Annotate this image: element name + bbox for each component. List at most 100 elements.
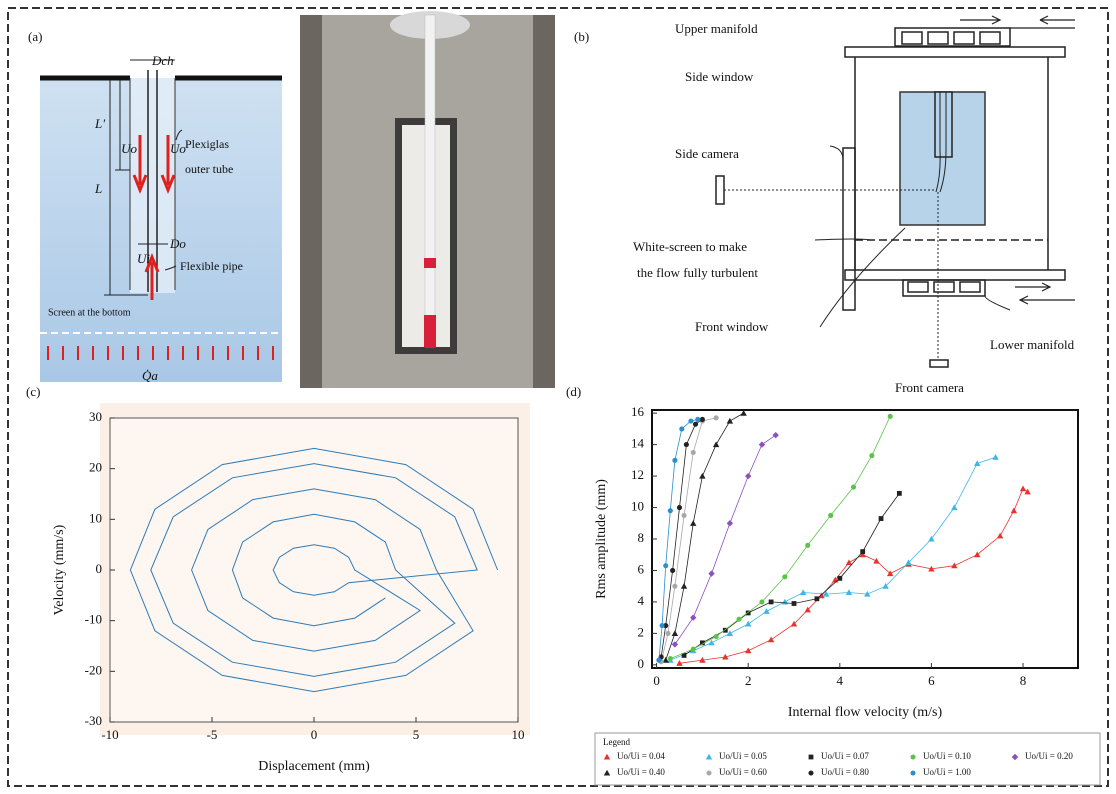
data-point — [850, 484, 857, 490]
y-tick-label: 12 — [631, 467, 644, 482]
data-point — [878, 516, 884, 521]
data-point — [869, 453, 875, 459]
data-point — [860, 549, 866, 554]
y-tick-label: 10 — [89, 510, 102, 525]
data-point — [659, 622, 665, 629]
data-point — [790, 620, 798, 627]
data-point — [713, 415, 719, 421]
y-tick-label: -20 — [85, 662, 102, 677]
data-point — [772, 431, 779, 439]
data-point — [740, 409, 747, 416]
data-point — [744, 472, 752, 480]
data-point — [726, 630, 734, 636]
label: Flexible pipe — [180, 259, 243, 273]
data-point — [713, 633, 719, 640]
data-point — [928, 535, 935, 542]
data-point — [804, 606, 811, 613]
data-point — [688, 418, 694, 424]
data-point — [1019, 485, 1027, 492]
data-point — [695, 416, 701, 422]
y-tick-label: 16 — [631, 404, 645, 419]
y-tick-label: 4 — [638, 593, 645, 608]
schematic — [40, 59, 282, 382]
label: L' — [94, 116, 105, 131]
label: Front window — [695, 319, 769, 334]
legend-marker — [808, 754, 814, 760]
panel-label: (c) — [26, 384, 40, 399]
x-tick-label: 5 — [413, 727, 420, 742]
data-point — [672, 583, 678, 589]
legend-label: Uo/Ui = 0.40 — [617, 767, 665, 777]
legend-marker — [603, 753, 611, 760]
data-point — [758, 441, 766, 448]
data-point — [928, 565, 935, 572]
data-point — [699, 472, 706, 479]
data-point — [1010, 507, 1018, 514]
legend-label: Uo/Ui = 0.07 — [821, 751, 869, 761]
plot-area — [109, 417, 519, 723]
legend-marker — [910, 770, 916, 776]
legend-marker — [706, 770, 712, 776]
data-point — [672, 457, 678, 463]
label: Do — [169, 236, 186, 251]
photo — [300, 11, 555, 388]
y-tick-label: 2 — [638, 624, 645, 639]
data-point — [864, 590, 871, 597]
y-tick-label: 10 — [631, 499, 644, 514]
data-point — [681, 653, 687, 658]
data-point — [882, 582, 889, 589]
label: Screen at the bottom — [48, 307, 131, 318]
data-point — [845, 589, 853, 596]
y-tick-label: 20 — [89, 460, 102, 475]
data-point — [670, 567, 676, 574]
data-point — [699, 416, 705, 422]
label: L — [94, 181, 102, 196]
data-point — [1024, 488, 1031, 495]
data-point — [665, 630, 671, 636]
data-point — [726, 417, 734, 424]
data-point — [745, 610, 751, 616]
data-point — [782, 574, 788, 580]
data-point — [744, 620, 752, 627]
legend-marker — [1011, 753, 1019, 761]
legend-marker — [808, 770, 814, 776]
data-point — [662, 656, 669, 663]
data-point — [736, 616, 742, 622]
data-point — [683, 442, 689, 448]
frame — [7, 7, 1109, 787]
data-point — [974, 460, 981, 467]
data-point — [896, 490, 902, 496]
label: Lower manifold — [990, 337, 1075, 352]
x-tick-label: 0 — [311, 727, 318, 742]
data-point — [692, 421, 699, 427]
data-point — [744, 647, 752, 654]
label: the flow fully turbulent — [637, 265, 758, 280]
legend-marker — [910, 754, 916, 760]
legend-marker — [603, 769, 611, 776]
y-tick-label: -30 — [85, 713, 102, 728]
x-tick-label: -5 — [207, 727, 218, 742]
data-point — [767, 636, 775, 643]
x-tick-label: 6 — [928, 673, 935, 688]
label: Front camera — [895, 380, 964, 395]
data-point — [974, 551, 981, 558]
data-point — [951, 562, 958, 569]
data-point — [837, 575, 843, 581]
data-point — [791, 601, 797, 606]
legend-marker — [705, 753, 713, 760]
data-point — [996, 532, 1004, 539]
label: Uo — [121, 141, 137, 156]
data-point — [676, 660, 683, 666]
data-point — [951, 504, 958, 511]
data-point — [667, 508, 673, 514]
series-line — [665, 412, 744, 661]
data-point — [690, 614, 697, 621]
data-point — [663, 563, 669, 569]
x-tick-label: 4 — [837, 673, 844, 688]
data-point — [708, 639, 715, 646]
x-tick-label: 0 — [653, 673, 660, 688]
y-tick-label: 6 — [638, 561, 645, 576]
label: Upper manifold — [675, 21, 758, 36]
legend-label: Uo/Ui = 0.20 — [1025, 751, 1073, 761]
